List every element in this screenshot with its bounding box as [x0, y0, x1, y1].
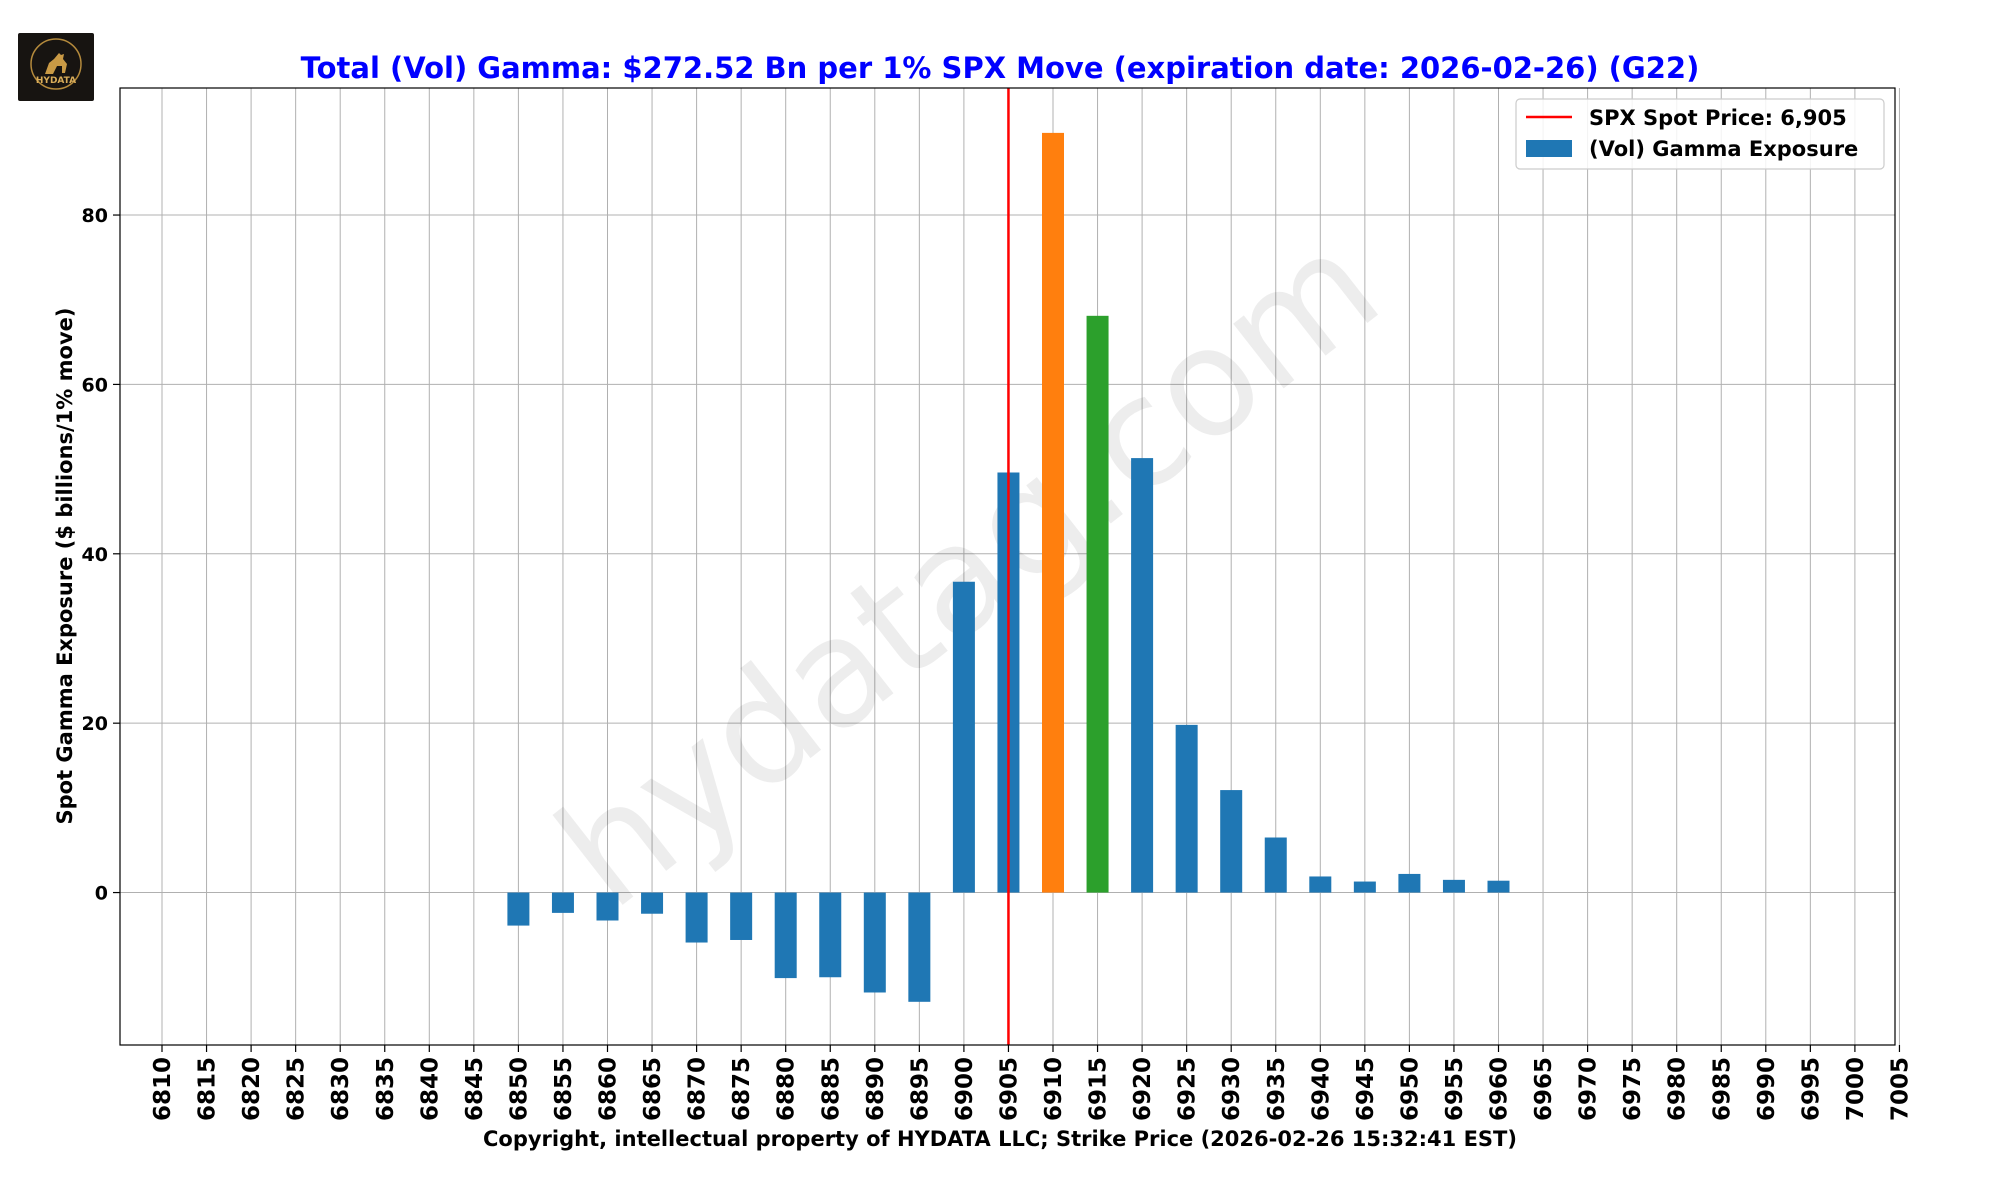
- legend: SPX Spot Price: 6,905 (Vol) Gamma Exposu…: [1515, 98, 1885, 170]
- x-tick-label: 6830: [328, 1057, 354, 1121]
- x-tick-label: 6990: [1754, 1057, 1780, 1121]
- x-tick-label: 6875: [729, 1057, 755, 1121]
- x-tick-label: 6855: [551, 1057, 577, 1121]
- gamma-bar-6900: [952, 581, 975, 893]
- x-tick-label: 6815: [195, 1057, 221, 1121]
- y-tick-label: 60: [82, 374, 108, 396]
- x-tick-label: 6850: [506, 1057, 532, 1121]
- x-tick-label: 6925: [1175, 1057, 1201, 1121]
- x-tick-label: 6940: [1308, 1057, 1334, 1121]
- gamma-bar-6850: [507, 892, 530, 926]
- x-tick-label: 6825: [284, 1057, 310, 1121]
- gamma-bar-6890: [863, 892, 886, 993]
- x-tick-label: 6985: [1709, 1057, 1735, 1121]
- chart-title: Total (Vol) Gamma: $272.52 Bn per 1% SPX…: [301, 51, 1700, 85]
- x-tick-label: 6960: [1487, 1057, 1513, 1121]
- hydata-logo: HYDATA: [18, 33, 94, 101]
- x-tick-label: 6840: [417, 1057, 443, 1121]
- y-tick-label: 20: [82, 713, 108, 735]
- gamma-bar-6870: [685, 892, 708, 943]
- x-tick-label: 6945: [1353, 1057, 1379, 1121]
- gamma-bar-6880: [774, 892, 797, 979]
- gamma-bar-6860: [596, 892, 619, 921]
- gamma-bar-6950: [1398, 873, 1421, 893]
- gamma-bar-6910: [1042, 132, 1064, 893]
- x-tick-label: 6975: [1620, 1057, 1646, 1121]
- x-tick-label: 6915: [1086, 1057, 1112, 1121]
- gamma-bar-6895: [908, 892, 931, 1002]
- x-tick-label: 6920: [1130, 1057, 1156, 1121]
- y-tick-label: 80: [82, 205, 108, 227]
- gamma-bar-6945: [1353, 881, 1376, 893]
- gamma-bar-6865: [641, 892, 664, 914]
- legend-gamma-swatch: [1526, 140, 1572, 157]
- x-tick-label: 6820: [239, 1057, 265, 1121]
- x-axis-label: Copyright, intellectual property of HYDA…: [483, 1127, 1517, 1151]
- gamma-bar-6915: [1086, 315, 1109, 893]
- x-tick-label: 6880: [774, 1057, 800, 1121]
- gamma-bar-6960: [1487, 880, 1510, 893]
- gamma-bars: [507, 132, 1510, 1002]
- x-tick-label: 6810: [150, 1057, 176, 1121]
- x-axis-ticks: 6810 6815 6820 6825 6830 6835 6840 6845 6850 6855…: [150, 1045, 1913, 1121]
- x-tick-label: 6900: [952, 1057, 978, 1121]
- x-tick-label: 6965: [1531, 1057, 1557, 1121]
- y-axis-label: Spot Gamma Exposure ($ billions/1% move): [53, 308, 77, 825]
- gamma-bar-6935: [1264, 837, 1287, 893]
- gamma-bar-6940: [1309, 876, 1332, 893]
- x-tick-label: 6865: [640, 1057, 666, 1121]
- gamma-bar-6875: [730, 892, 753, 940]
- y-axis-ticks: 0 20 40 60 80: [82, 205, 120, 905]
- x-tick-label: 6910: [1041, 1057, 1067, 1121]
- x-tick-label: 6835: [373, 1057, 399, 1121]
- x-tick-label: 6935: [1264, 1057, 1290, 1121]
- gamma-bar-6920: [1131, 458, 1154, 893]
- y-tick-label: 40: [82, 544, 108, 566]
- x-tick-label: 6950: [1397, 1057, 1423, 1121]
- x-tick-label: 6970: [1576, 1057, 1602, 1121]
- gamma-bar-6955: [1442, 879, 1465, 893]
- x-tick-label: 6955: [1442, 1057, 1468, 1121]
- x-tick-label: 6995: [1798, 1057, 1824, 1121]
- gamma-bar-6885: [819, 892, 842, 978]
- x-tick-label: 6870: [685, 1057, 711, 1121]
- x-tick-label: 7005: [1887, 1057, 1913, 1121]
- gamma-bar-6855: [551, 892, 574, 913]
- legend-gamma-label: (Vol) Gamma Exposure: [1589, 137, 1858, 161]
- legend-box: [1515, 98, 1885, 170]
- gamma-bar-6930: [1220, 790, 1243, 893]
- logo-text: HYDATA: [36, 76, 76, 86]
- x-tick-label: 6845: [462, 1057, 488, 1121]
- vertical-gridlines: [161, 88, 1900, 1045]
- x-tick-label: 7000: [1843, 1057, 1869, 1121]
- x-tick-label: 6860: [596, 1057, 622, 1121]
- y-tick-label: 0: [95, 883, 108, 905]
- x-tick-label: 6885: [818, 1057, 844, 1121]
- legend-spot-label: SPX Spot Price: 6,905: [1589, 106, 1847, 130]
- gamma-bar-6925: [1175, 724, 1198, 893]
- x-tick-label: 6895: [907, 1057, 933, 1121]
- plot-frame: [119, 87, 1896, 1046]
- x-tick-label: 6980: [1665, 1057, 1691, 1121]
- x-tick-label: 6930: [1219, 1057, 1245, 1121]
- x-tick-label: 6890: [863, 1057, 889, 1121]
- x-tick-label: 6905: [996, 1057, 1022, 1121]
